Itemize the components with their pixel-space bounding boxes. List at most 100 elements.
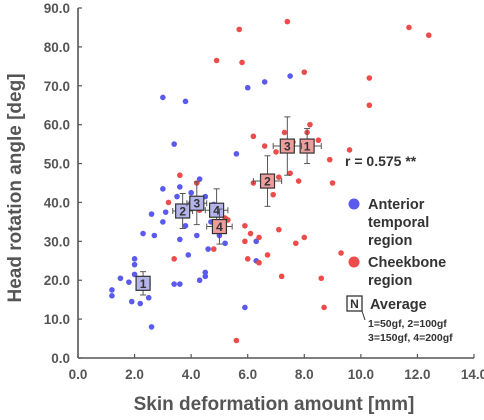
- data-point: [329, 180, 336, 186]
- data-point: [293, 240, 299, 247]
- data-point: [171, 141, 177, 147]
- data-point: [406, 24, 412, 31]
- average-label: 1: [304, 140, 311, 154]
- average-box: [189, 195, 205, 211]
- y-tick-label: 10.0: [44, 312, 70, 327]
- data-point: [109, 292, 115, 299]
- data-point: [270, 191, 276, 198]
- x-tick-label: 4.0: [182, 367, 201, 382]
- data-point: [425, 32, 432, 39]
- data-point: [276, 174, 282, 180]
- x-tick-label: 12.0: [404, 367, 430, 382]
- data-point: [174, 193, 180, 200]
- data-point: [318, 275, 325, 282]
- y-tick-label: 40.0: [44, 195, 70, 210]
- data-point: [202, 273, 209, 280]
- y-tick-label: 90.0: [44, 1, 70, 16]
- data-point: [366, 102, 373, 109]
- y-tick-label: 0.0: [51, 351, 70, 366]
- average-label: 1: [140, 277, 147, 291]
- data-point: [278, 273, 285, 280]
- data-point: [196, 176, 203, 182]
- y-tick-label: 60.0: [44, 118, 70, 133]
- average-marker-anterior-1: 1: [135, 271, 151, 296]
- data-point: [244, 84, 251, 91]
- data-point: [326, 156, 333, 163]
- legend-average-note-line1: 1=50gf, 2=100gf: [368, 318, 447, 330]
- x-tick-label: 2.0: [125, 367, 144, 382]
- legend-average-symbol: N: [350, 297, 359, 311]
- data-point: [131, 261, 138, 268]
- data-point: [236, 26, 243, 33]
- data-point: [194, 232, 200, 239]
- legend-average-note-line2: 3=150gf, 4=200gf: [368, 332, 453, 344]
- data-point: [287, 170, 293, 177]
- data-point: [242, 238, 248, 245]
- data-point: [233, 337, 240, 344]
- average-label: 2: [179, 205, 186, 219]
- legend-average-connector: [361, 310, 366, 321]
- series-anterior-temporal: [109, 73, 293, 330]
- data-point: [281, 129, 288, 136]
- data-point: [256, 234, 262, 241]
- data-point: [222, 240, 228, 247]
- data-point: [182, 222, 189, 229]
- average-label: 3: [284, 140, 291, 154]
- legend-average-label: Average: [370, 297, 427, 313]
- y-tick-label: 70.0: [44, 79, 70, 94]
- data-point: [239, 59, 245, 66]
- data-point: [253, 238, 259, 245]
- data-point: [117, 275, 124, 282]
- data-point: [148, 211, 155, 217]
- data-point: [160, 186, 166, 192]
- correlation-annotation: r = 0.575 **: [345, 153, 417, 169]
- data-point: [261, 143, 268, 149]
- data-point: [128, 298, 135, 305]
- average-marker-anterior-2: 2: [172, 193, 194, 229]
- data-point: [366, 75, 373, 81]
- legend-cheekbone-line1: Cheekbone: [368, 255, 446, 271]
- average-box: [259, 173, 276, 189]
- data-point: [247, 230, 254, 237]
- data-point: [109, 287, 115, 293]
- data-point: [165, 199, 172, 206]
- average-box: [209, 202, 225, 218]
- average-label: 2: [264, 175, 271, 189]
- y-tick-label: 80.0: [44, 40, 70, 55]
- data-point: [131, 256, 138, 262]
- data-point: [151, 232, 158, 239]
- average-marker-anterior-3: 3: [186, 181, 208, 226]
- legend-anterior-line1: Anterior: [368, 197, 425, 213]
- average-box: [279, 138, 295, 154]
- data-point: [287, 73, 293, 79]
- data-point: [256, 259, 262, 266]
- data-point: [177, 236, 183, 243]
- x-tick-label: 10.0: [348, 367, 374, 382]
- axes: [77, 8, 474, 359]
- x-tick-label: 6.0: [238, 367, 257, 382]
- legend: Anterior temporal region Cheekbone regio…: [346, 197, 453, 344]
- data-point: [321, 304, 327, 311]
- data-point: [261, 79, 268, 85]
- average-label: 4: [213, 204, 220, 218]
- x-tick-label: 0.0: [69, 367, 88, 382]
- data-point: [264, 252, 271, 258]
- data-point: [242, 304, 248, 311]
- data-point: [338, 250, 344, 256]
- data-point: [182, 98, 189, 105]
- x-tick-label: 14.0: [461, 367, 484, 382]
- data-point: [202, 269, 209, 276]
- data-point: [346, 147, 353, 153]
- data-point: [307, 121, 313, 128]
- data-point: [160, 219, 166, 225]
- data-point: [171, 256, 177, 262]
- x-axis-ticks: 0.0 2.0 4.0 6.0 8.0 10.0 12.0 14.0: [69, 354, 484, 382]
- y-tick-label: 30.0: [44, 234, 70, 249]
- data-point: [295, 178, 302, 184]
- average-box: [135, 275, 151, 291]
- data-point: [188, 189, 194, 196]
- average-label: 4: [216, 220, 223, 234]
- x-axis-title: Skin deformation amount [mm]: [134, 394, 415, 415]
